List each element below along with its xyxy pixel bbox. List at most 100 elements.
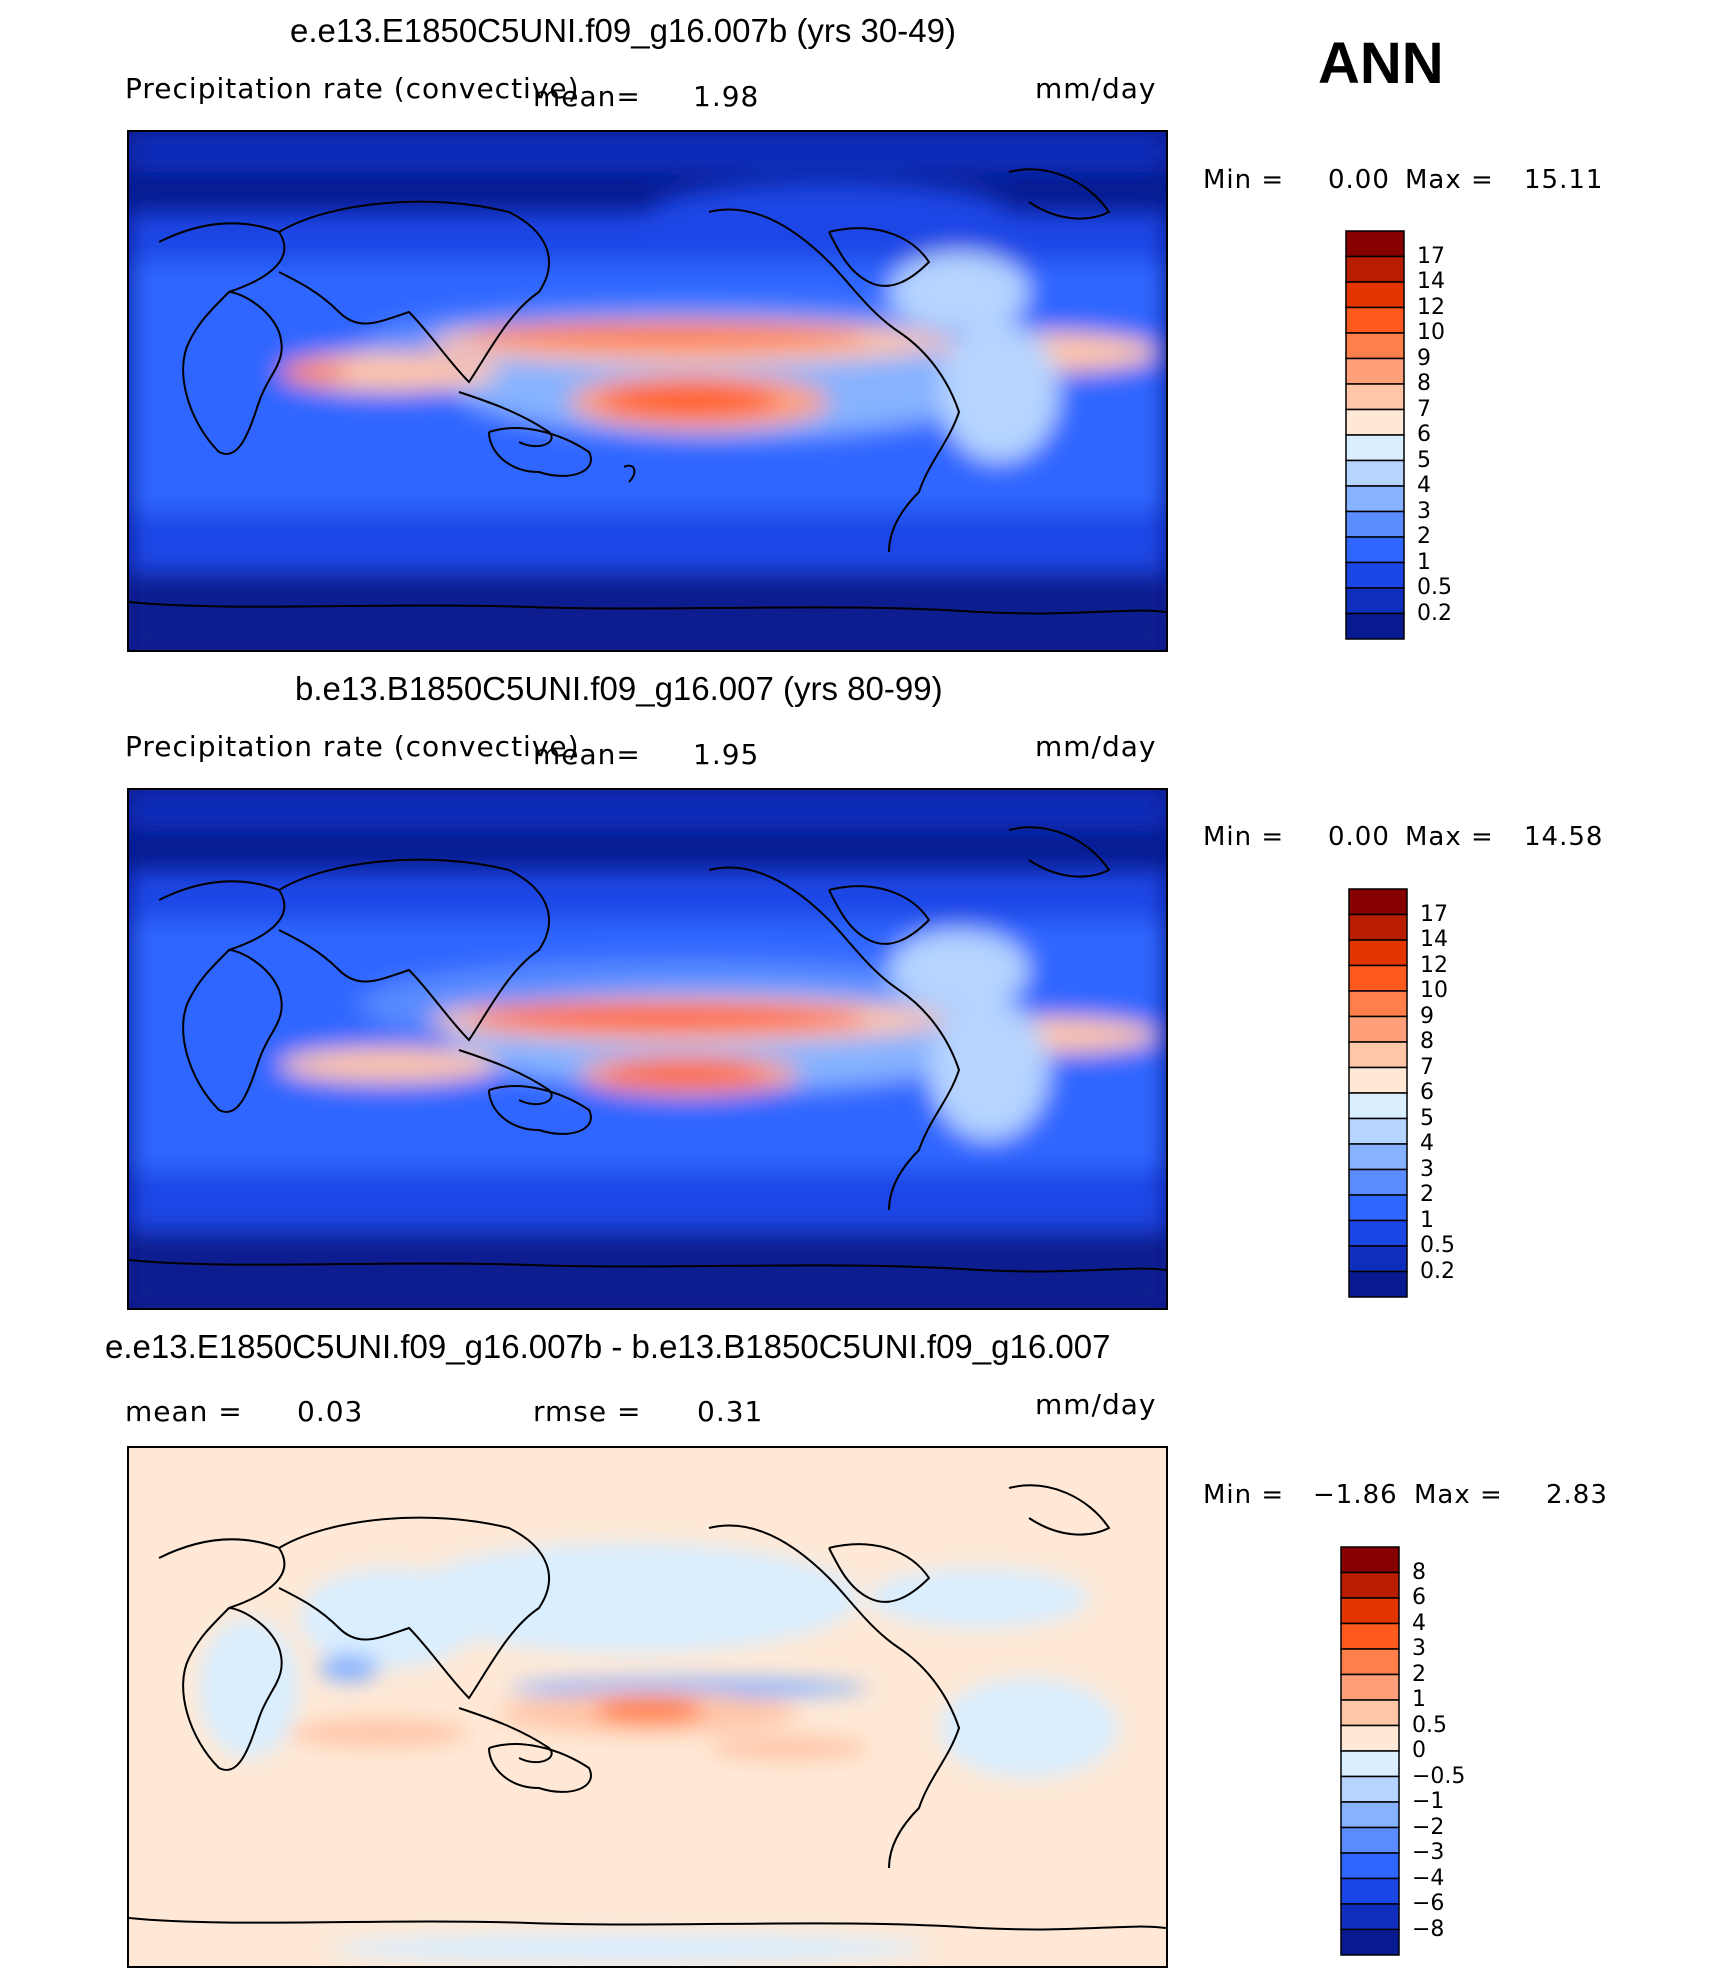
panel3-mean-value: 0.03 [297,1395,364,1428]
colorbar-tick-label: 6 [1412,1585,1426,1610]
panel2-max-label: Max = [1405,822,1494,852]
colorbar-tick-label: 8 [1412,1559,1426,1585]
colorbar-swatch [1348,1245,1408,1273]
colorbar-swatch [1348,1143,1408,1171]
colorbar-tick-label: 2 [1417,524,1431,549]
colorbar-tick-label: 3 [1412,1636,1426,1661]
colorbar-tick-label: 8 [1417,371,1431,396]
panel3-coastlines [129,1484,1166,1931]
colorbar-tick-label: 10 [1420,978,1448,1003]
panel2-coastlines [129,826,1166,1273]
colorbar-tick-label: 10 [1417,320,1445,345]
colorbar-tick-label: 4 [1412,1610,1426,1636]
panel2-max-value: 14.58 [1524,822,1604,852]
colorbar-tick-label: 3 [1417,498,1431,524]
colorbar-swatch [1348,990,1408,1018]
colorbar-swatch [1345,485,1405,513]
colorbar-tick-label: 5 [1420,1105,1434,1131]
colorbar-swatch [1340,1724,1400,1752]
colorbar-svg [1345,230,1405,640]
panel3-map-svg [129,1448,1166,1966]
colorbar-tick-label: 14 [1420,927,1448,952]
panel2-units: mm/day [1035,730,1157,763]
colorbar-swatch [1340,1903,1400,1931]
panel1-coastlines [129,168,1166,615]
colorbar-swatch [1345,434,1405,462]
colorbar-tick-label: 12 [1420,952,1448,978]
colorbar-tick-label: 6 [1420,1080,1434,1105]
colorbar-tick-label: 12 [1417,294,1445,320]
colorbar-swatch [1348,1270,1408,1298]
colorbar-swatch [1340,1928,1400,1956]
colorbar-swatch [1348,913,1408,941]
colorbar-swatch [1348,1219,1408,1247]
colorbar-tick-label: −3 [1412,1840,1445,1865]
colorbar-swatch [1345,587,1405,615]
colorbar-swatch [1348,1168,1408,1196]
colorbar-tick-label: 5 [1417,447,1431,473]
colorbar-swatch [1345,306,1405,334]
colorbar-tick-label: 4 [1420,1131,1434,1156]
colorbar-swatch [1340,1546,1400,1574]
colorbar-tick-label: −0.5 [1412,1763,1466,1789]
panel3-max-label: Max = [1414,1480,1503,1510]
colorbar-tick-label: 3 [1420,1156,1434,1182]
colorbar-tick-label: 4 [1417,473,1431,498]
panel3-max-value: 2.83 [1546,1480,1608,1510]
colorbar-tick-label: −6 [1412,1891,1445,1916]
colorbar-swatch [1348,1117,1408,1145]
colorbar-swatch [1340,1826,1400,1854]
colorbar-swatch [1345,357,1405,385]
panel2-map-svg [129,790,1166,1308]
panel2-min-value: 0.00 [1328,822,1390,852]
panel3-colorbar: 8 6 4 3 2 1 0.5 0 −0.5 −1 −2 −3 −4 −6 −8 [1340,1546,1465,1956]
panel1-map-svg [129,132,1166,650]
panel2-map [127,788,1168,1310]
colorbar-tick-label: −2 [1412,1814,1445,1840]
colorbar-swatch [1340,1571,1400,1599]
colorbar-tick-label: 17 [1417,243,1445,269]
colorbar-swatch [1340,1877,1400,1905]
colorbar-swatch [1340,1699,1400,1727]
colorbar-swatch [1340,1750,1400,1778]
panel1-mean-label: mean= [533,80,641,113]
colorbar-tick-label: −1 [1412,1789,1445,1814]
colorbar-swatch [1348,939,1408,967]
panel3-units: mm/day [1035,1388,1157,1421]
panel2-title: b.e13.B1850C5UNI.f09_g16.007 (yrs 80-99) [295,670,943,707]
colorbar-swatch [1340,1852,1400,1880]
panel1-max-value: 15.11 [1524,165,1604,195]
colorbar-tick-label: 7 [1417,396,1431,422]
colorbar-tick-label: −4 [1412,1865,1445,1891]
colorbar-svg [1340,1546,1400,1956]
colorbar-tick-label: 2 [1412,1661,1426,1687]
panel1-min-value: 0.00 [1328,165,1390,195]
panel2-mean-label: mean= [533,738,641,771]
colorbar-swatch [1348,1066,1408,1094]
panel1-colorbar: 17 14 12 10 9 8 7 6 5 4 3 2 1 0.5 0.2 [1345,230,1452,640]
colorbar-swatch [1340,1622,1400,1650]
panel2-colorbar: 17 14 12 10 9 8 7 6 5 4 3 2 1 0.5 0.2 [1348,888,1455,1298]
colorbar-tick-label: 9 [1417,345,1431,371]
panel1-max-label: Max = [1405,165,1494,195]
colorbar-swatch [1345,383,1405,411]
colorbar-tick-label: 0 [1412,1738,1426,1763]
colorbar-tick-label: −8 [1412,1916,1445,1942]
colorbar-swatch [1345,612,1405,640]
panel1-map [127,130,1168,652]
colorbar-tick-label: 8 [1420,1029,1434,1054]
colorbar-tick-label: 17 [1420,901,1448,927]
colorbar-tick-label: 1 [1412,1687,1426,1712]
colorbar-tick-label: 2 [1420,1182,1434,1207]
panel3-map [127,1446,1168,1968]
colorbar-swatch [1348,1092,1408,1120]
season-label: ANN [1318,31,1444,96]
panel1-units: mm/day [1035,72,1157,105]
panel1-mean-value: 1.98 [693,80,760,113]
colorbar-swatch [1345,408,1405,436]
colorbar-swatch [1345,510,1405,538]
panel3-min-label: Min = [1203,1480,1285,1510]
colorbar-swatch [1345,536,1405,564]
colorbar-swatch [1348,964,1408,992]
colorbar-swatch [1340,1597,1400,1625]
